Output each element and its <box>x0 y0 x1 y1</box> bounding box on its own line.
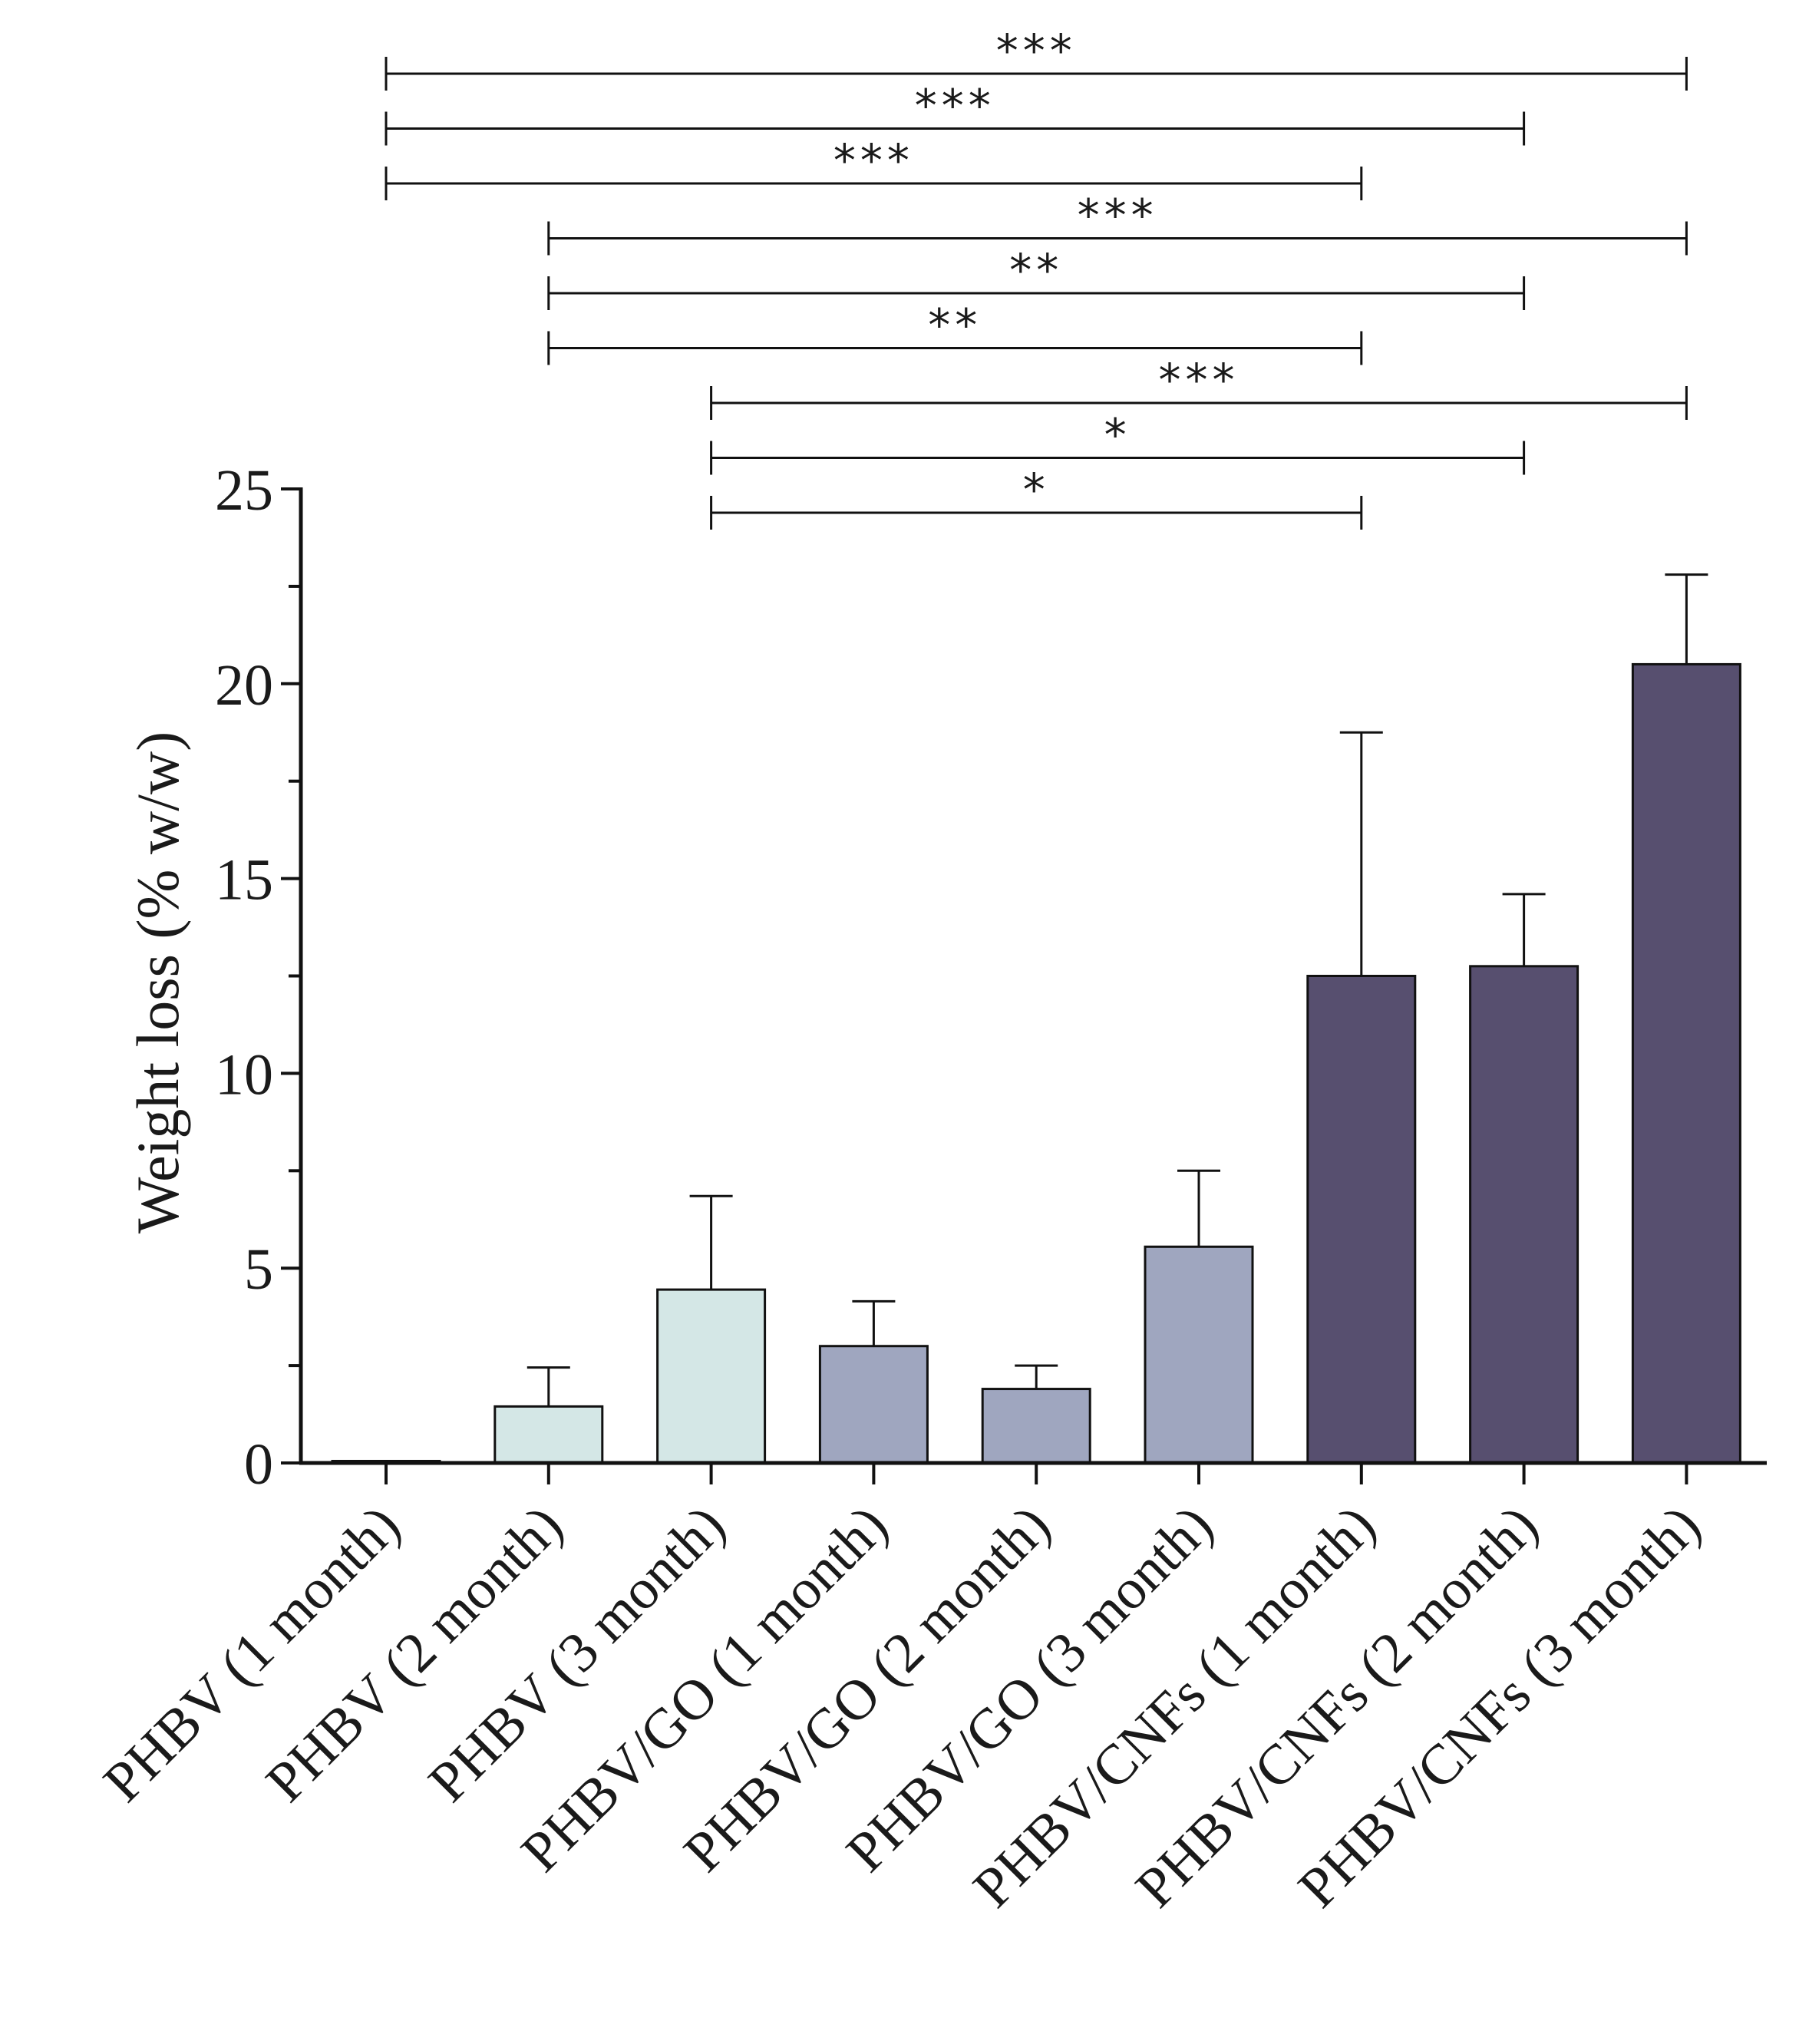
y-tick-label: 25 <box>215 458 273 523</box>
sig-label: *** <box>915 80 995 132</box>
sig-label: *** <box>1078 190 1158 242</box>
x-tick-label: PHBV (2 month) <box>254 1494 575 1815</box>
bar-7 <box>1306 975 1417 1464</box>
sig-label: ** <box>928 299 982 352</box>
sig-label: * <box>1023 464 1050 516</box>
y-tick-label: 15 <box>215 848 273 913</box>
y-tick-label: 10 <box>215 1042 273 1107</box>
sig-label: ** <box>1009 244 1063 296</box>
bar-5 <box>981 1388 1091 1464</box>
bar-3 <box>656 1288 767 1464</box>
sig-label: * <box>1104 409 1131 461</box>
sig-label: *** <box>1159 354 1239 406</box>
bar-2 <box>493 1405 604 1464</box>
significance-brackets: ********************* <box>385 25 1688 530</box>
bar-4 <box>818 1345 929 1464</box>
x-tick-label: PHBV (1 month) <box>91 1494 412 1815</box>
y-tick-label: 0 <box>244 1432 273 1497</box>
sig-label: *** <box>833 134 914 187</box>
bars <box>331 573 1741 1464</box>
sig-label: *** <box>996 25 1077 77</box>
x-tick-label: PHBV (3 month) <box>417 1494 738 1815</box>
y-tick-label: 20 <box>215 653 273 718</box>
bar-9 <box>1631 662 1741 1464</box>
bar-8 <box>1469 965 1579 1464</box>
bar-6 <box>1144 1245 1254 1464</box>
y-axis-label: Weight loss (% w/w) <box>124 731 191 1233</box>
y-tick-label: 5 <box>244 1237 273 1302</box>
